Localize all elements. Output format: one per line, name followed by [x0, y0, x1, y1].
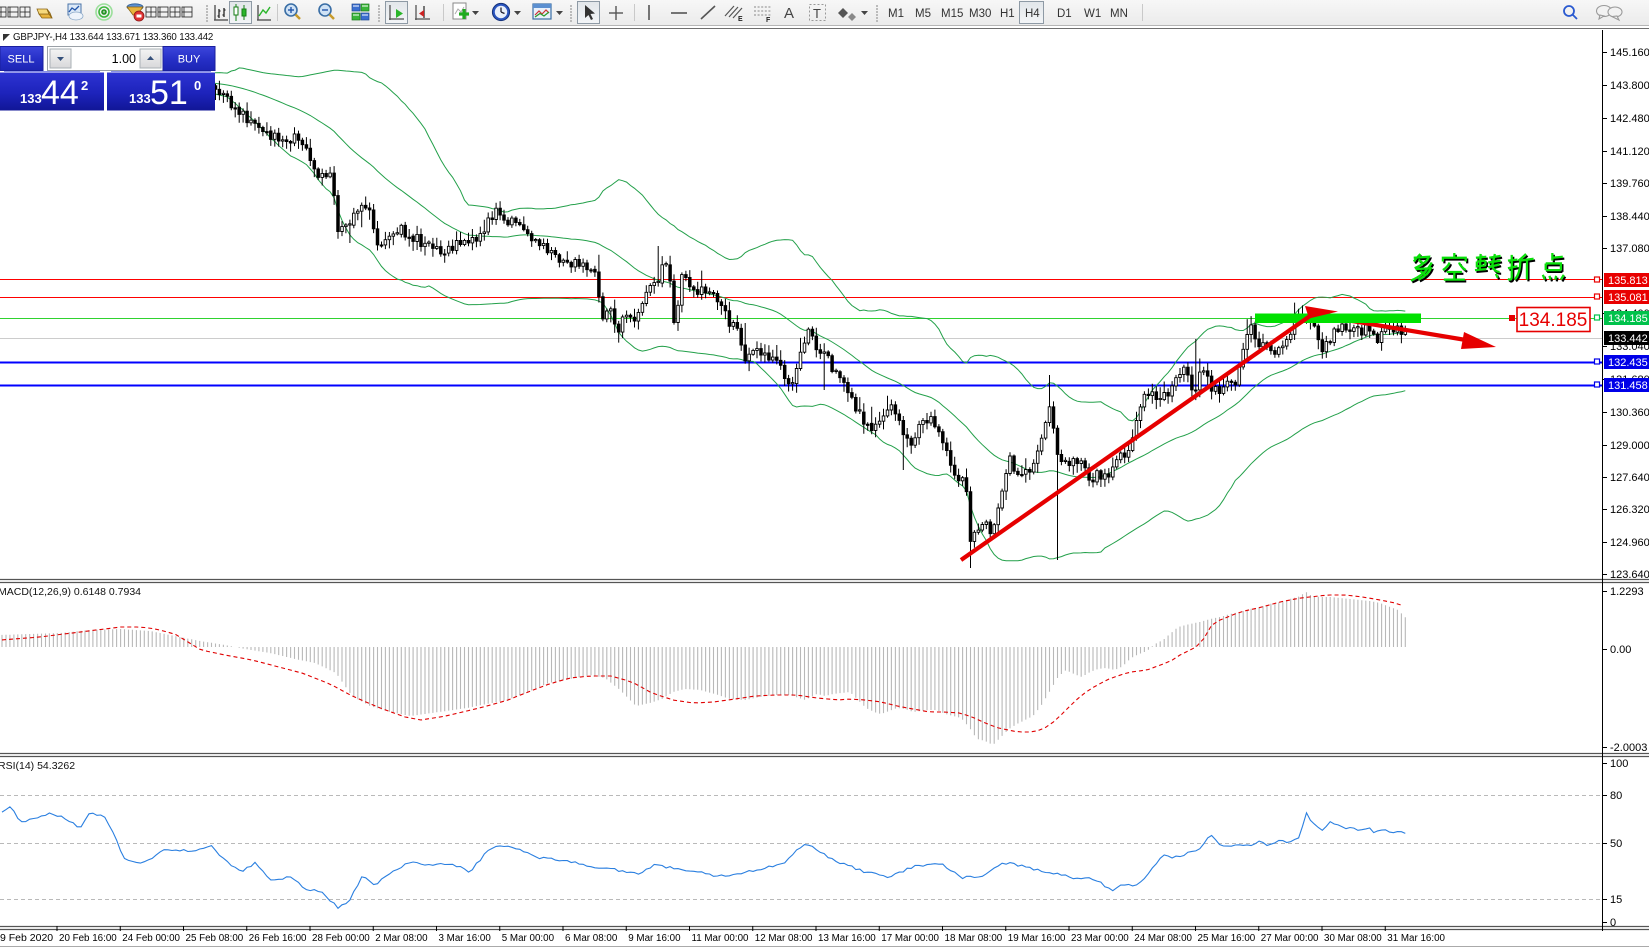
- svg-text:5 Mar 00:00: 5 Mar 00:00: [502, 933, 555, 944]
- svg-text:M15: M15: [941, 8, 963, 20]
- svg-text:H1: H1: [1000, 8, 1015, 20]
- svg-text:6 Mar 08:00: 6 Mar 08:00: [565, 933, 618, 944]
- svg-text:50: 50: [1610, 838, 1622, 850]
- svg-text:20 Feb 16:00: 20 Feb 16:00: [59, 933, 117, 944]
- svg-text:139.760: 139.760: [1610, 178, 1649, 190]
- svg-text:H4: H4: [1025, 8, 1040, 20]
- svg-text:RSI(14) 54.3262: RSI(14) 54.3262: [0, 760, 75, 772]
- svg-text:127.640: 127.640: [1610, 472, 1649, 484]
- svg-text:129.000: 129.000: [1610, 440, 1649, 452]
- svg-text:44: 44: [41, 74, 79, 112]
- svg-text:26 Feb 16:00: 26 Feb 16:00: [249, 933, 307, 944]
- svg-text:133: 133: [20, 91, 42, 106]
- svg-text:11 Mar 00:00: 11 Mar 00:00: [692, 933, 750, 944]
- svg-text:130.360: 130.360: [1610, 407, 1649, 419]
- svg-text:143.800: 143.800: [1610, 80, 1649, 92]
- svg-text:51: 51: [150, 74, 188, 112]
- svg-text:25 Feb 08:00: 25 Feb 08:00: [186, 933, 244, 944]
- svg-text:A: A: [784, 5, 794, 22]
- svg-text:27 Mar 00:00: 27 Mar 00:00: [1261, 933, 1319, 944]
- svg-text:100: 100: [1610, 758, 1628, 770]
- svg-text:123.640: 123.640: [1610, 569, 1649, 581]
- svg-text:GBPJPY-,H4 133.644 133.671 13: GBPJPY-,H4 133.644 133.671 133.360 133.4…: [13, 32, 213, 43]
- svg-text:137.080: 137.080: [1610, 243, 1649, 255]
- svg-text:2: 2: [81, 78, 88, 93]
- svg-text:0: 0: [1610, 917, 1616, 929]
- svg-text:T: T: [813, 6, 821, 21]
- svg-text:SELL: SELL: [8, 54, 35, 66]
- svg-text:126.320: 126.320: [1610, 504, 1649, 516]
- svg-text:M5: M5: [915, 8, 931, 20]
- svg-text:2 Mar 08:00: 2 Mar 08:00: [375, 933, 428, 944]
- svg-text:9 Mar 16:00: 9 Mar 16:00: [628, 933, 681, 944]
- svg-text:141.120: 141.120: [1610, 146, 1649, 158]
- svg-text:MN: MN: [1110, 8, 1128, 20]
- svg-text:1.2293: 1.2293: [1610, 586, 1644, 598]
- svg-text:25 Mar 16:00: 25 Mar 16:00: [1198, 933, 1256, 944]
- svg-text:134.185: 134.185: [1519, 310, 1588, 331]
- svg-text:M1: M1: [888, 8, 904, 20]
- svg-text:138.440: 138.440: [1610, 211, 1649, 223]
- svg-text:BUY: BUY: [178, 54, 201, 66]
- svg-text:F: F: [766, 17, 771, 24]
- svg-text:15: 15: [1610, 894, 1622, 906]
- svg-text:3 Mar 16:00: 3 Mar 16:00: [439, 933, 492, 944]
- svg-text:0: 0: [194, 78, 201, 93]
- svg-text:142.480: 142.480: [1610, 113, 1649, 125]
- svg-text:23 Mar 00:00: 23 Mar 00:00: [1071, 933, 1129, 944]
- svg-text:1.00: 1.00: [112, 52, 136, 66]
- svg-text:0.00: 0.00: [1610, 644, 1631, 656]
- svg-text:124.960: 124.960: [1610, 537, 1649, 549]
- svg-text:135.081: 135.081: [1608, 292, 1648, 304]
- svg-text:M30: M30: [969, 8, 991, 20]
- svg-text:9 Feb 2020: 9 Feb 2020: [0, 932, 53, 944]
- svg-text:13 Mar 16:00: 13 Mar 16:00: [818, 933, 876, 944]
- svg-text:18 Mar 08:00: 18 Mar 08:00: [945, 933, 1003, 944]
- svg-text:134.185: 134.185: [1608, 313, 1648, 325]
- svg-text:E: E: [738, 16, 743, 23]
- svg-text:31 Mar 16:00: 31 Mar 16:00: [1387, 933, 1445, 944]
- svg-text:132.435: 132.435: [1608, 357, 1648, 369]
- svg-text:133.442: 133.442: [1608, 333, 1648, 345]
- svg-text:133: 133: [129, 91, 151, 106]
- svg-text:145.160: 145.160: [1610, 47, 1649, 59]
- svg-text:28 Feb 00:00: 28 Feb 00:00: [312, 933, 370, 944]
- svg-text:12 Mar 08:00: 12 Mar 08:00: [755, 933, 813, 944]
- svg-text:131.458: 131.458: [1608, 380, 1648, 392]
- svg-text:30 Mar 08:00: 30 Mar 08:00: [1324, 933, 1382, 944]
- svg-text:D1: D1: [1057, 8, 1072, 20]
- svg-text:24 Feb 00:00: 24 Feb 00:00: [122, 933, 180, 944]
- svg-text:W1: W1: [1084, 8, 1101, 20]
- svg-text:24 Mar 08:00: 24 Mar 08:00: [1134, 933, 1192, 944]
- svg-text:19 Mar 16:00: 19 Mar 16:00: [1008, 933, 1066, 944]
- svg-text:17 Mar 00:00: 17 Mar 00:00: [881, 933, 939, 944]
- svg-text:80: 80: [1610, 790, 1622, 802]
- svg-text:135.813: 135.813: [1608, 275, 1648, 287]
- svg-text:-2.0003: -2.0003: [1610, 742, 1647, 754]
- svg-text:MACD(12,26,9) 0.6148 0.7934: MACD(12,26,9) 0.6148 0.7934: [0, 586, 141, 598]
